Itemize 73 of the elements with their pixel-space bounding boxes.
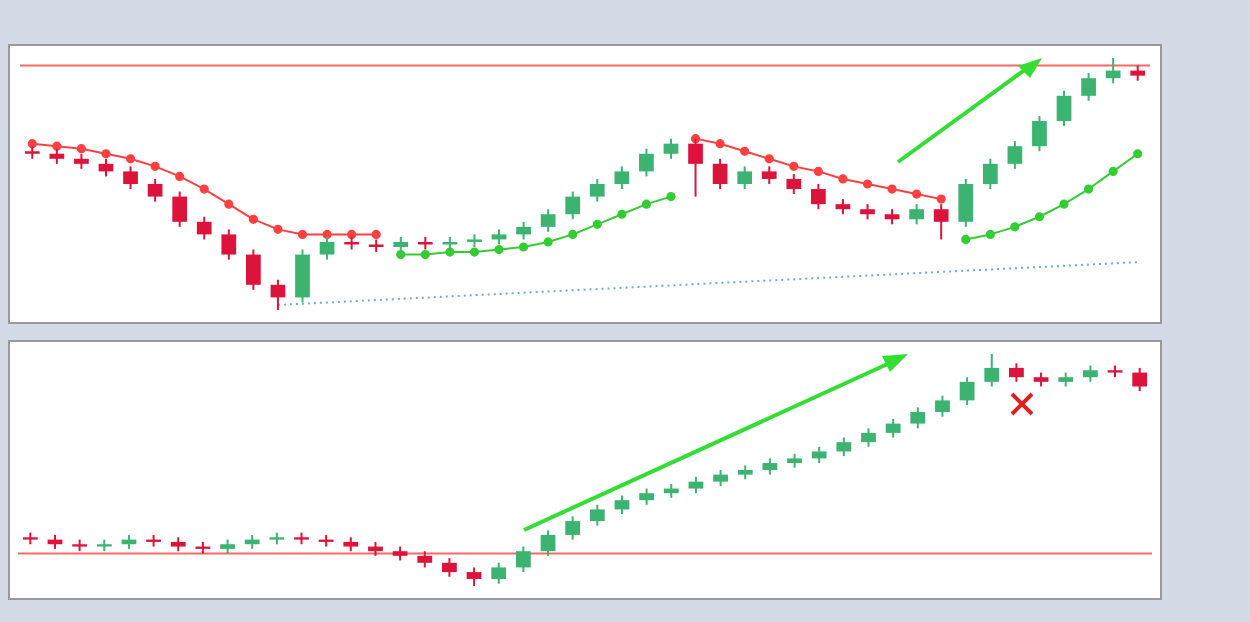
point bbox=[641, 199, 652, 209]
point bbox=[27, 139, 37, 149]
candlestick bbox=[220, 538, 235, 555]
point bbox=[150, 161, 160, 171]
point bbox=[175, 171, 185, 182]
point bbox=[961, 234, 971, 245]
candlestick bbox=[737, 464, 753, 481]
candlestick bbox=[96, 538, 112, 553]
point bbox=[52, 141, 62, 151]
point bbox=[273, 224, 283, 234]
point bbox=[617, 209, 627, 219]
candlestick bbox=[1081, 72, 1096, 102]
point bbox=[396, 249, 406, 260]
point bbox=[420, 249, 430, 260]
candlestick bbox=[72, 538, 88, 553]
candlestick bbox=[910, 406, 926, 430]
point bbox=[322, 229, 332, 239]
candlestick bbox=[368, 238, 384, 254]
point bbox=[985, 229, 995, 239]
candlestick bbox=[467, 233, 482, 248]
point bbox=[764, 154, 774, 164]
candlestick bbox=[294, 531, 309, 546]
candlestick bbox=[392, 545, 408, 562]
point bbox=[912, 189, 922, 199]
point bbox=[224, 199, 234, 209]
point bbox=[543, 237, 553, 247]
candlestick bbox=[589, 177, 605, 203]
candlestick bbox=[540, 208, 556, 233]
point bbox=[125, 154, 136, 164]
candlestick bbox=[737, 165, 753, 191]
point bbox=[248, 214, 258, 224]
candlestick bbox=[933, 203, 949, 241]
candlestick bbox=[935, 394, 950, 418]
point bbox=[887, 184, 897, 194]
point bbox=[347, 229, 357, 239]
candlestick bbox=[1107, 364, 1123, 379]
candlestick bbox=[170, 536, 186, 553]
point bbox=[445, 247, 455, 257]
candlestick bbox=[787, 452, 802, 469]
candlestick bbox=[22, 531, 38, 546]
point bbox=[592, 219, 602, 229]
candlestick bbox=[269, 531, 285, 546]
candlestick bbox=[221, 228, 237, 261]
point bbox=[76, 144, 87, 154]
candlestick bbox=[343, 536, 359, 553]
point bbox=[862, 179, 873, 189]
point bbox=[494, 244, 504, 255]
point bbox=[199, 184, 209, 194]
point bbox=[568, 229, 578, 239]
point bbox=[740, 146, 750, 156]
point bbox=[789, 161, 799, 171]
point bbox=[715, 139, 725, 149]
point bbox=[1010, 222, 1020, 232]
point bbox=[297, 229, 308, 239]
candlestick bbox=[123, 165, 138, 191]
point bbox=[1133, 149, 1143, 159]
point bbox=[1108, 166, 1118, 176]
point bbox=[666, 192, 676, 202]
point bbox=[1059, 199, 1069, 209]
point bbox=[1083, 184, 1094, 194]
point bbox=[101, 149, 111, 159]
candlestick bbox=[761, 165, 777, 185]
point bbox=[1034, 212, 1045, 222]
candlestick bbox=[1058, 371, 1074, 388]
point bbox=[371, 229, 381, 239]
candlestick bbox=[491, 561, 507, 585]
point bbox=[813, 166, 823, 176]
point bbox=[469, 247, 480, 257]
point bbox=[518, 242, 529, 252]
point bbox=[838, 174, 848, 184]
candlestick bbox=[614, 165, 630, 191]
point bbox=[936, 194, 946, 204]
candlestick bbox=[589, 503, 605, 527]
